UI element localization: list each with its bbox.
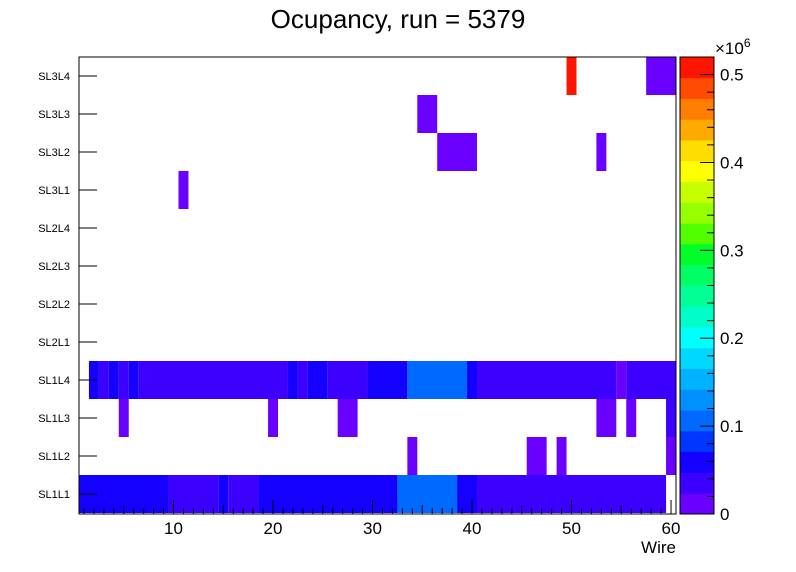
heatmap-cell-sl1l4-w26-29: [327, 361, 368, 399]
heatmap-cell-sl1l4-w23-23: [297, 361, 308, 399]
heatmap-cell-sl1l4-w56-60: [626, 361, 676, 399]
heatmap-cell-sl1l2-w60-60: [666, 437, 676, 475]
color-scale-band-18: [680, 119, 714, 141]
heatmap-cells: [79, 57, 676, 513]
heatmap-cell-sl1l3-w27-28: [337, 399, 358, 437]
color-scale-band-11: [680, 264, 714, 286]
heatmap-cell-sl1l1-w16-18: [228, 475, 259, 513]
color-scale-band-16: [680, 160, 714, 183]
color-scale-band-10: [680, 285, 714, 307]
color-scale: 0 0.1 0.2 0.3 0.4 0.5: [679, 56, 744, 524]
y-tick-label-sl1l1: SL1L1: [38, 489, 70, 501]
color-scale-band-2: [680, 451, 714, 473]
color-scale-band-13: [680, 223, 714, 245]
color-scale-band-6: [680, 368, 714, 390]
heatmap-cell-sl1l4-w41-54: [477, 361, 617, 399]
heatmap-cell-sl1l4-w7-21: [138, 361, 288, 399]
heatmap-cell-sl1l4-w55-55: [616, 361, 627, 399]
heatmap-cell-sl1l4-w6-6: [128, 361, 139, 399]
heatmap-cell-sl1l4-w3-3: [98, 361, 109, 399]
chart-title: Ocupancy, run = 5379: [271, 4, 526, 34]
z-tick-label-0-2: 0.2: [720, 329, 744, 348]
heatmap-cell-sl3l2-w53-53: [596, 133, 607, 171]
color-scale-band-5: [680, 389, 714, 411]
heatmap-cell-sl1l3-w5-5: [118, 399, 129, 437]
y-tick-label-sl3l1: SL3L1: [38, 185, 70, 197]
plot-frame: [78, 56, 677, 515]
heatmap-cell-sl1l4-w34-39: [407, 361, 468, 399]
y-tick-label-sl2l1: SL2L1: [38, 337, 70, 349]
heatmap-cell-sl1l4-w5-5: [118, 361, 129, 399]
color-scale-band-8: [680, 327, 714, 349]
x-tick-label-10: 10: [164, 519, 183, 538]
x-axis-title: Wire: [641, 538, 676, 557]
color-scale-band-19: [680, 98, 714, 120]
heatmap-cell-sl3l4-w50-50: [566, 57, 577, 95]
z-tick-label-0-3: 0.3: [720, 241, 744, 260]
z-tick-label-0-5: 0.5: [720, 66, 744, 85]
heatmap-cell-sl3l1-w11-11: [178, 171, 189, 209]
z-tick-label-0: 0: [720, 505, 729, 524]
heatmap-cell-sl1l2-w49-49: [556, 437, 567, 475]
color-scale-band-4: [680, 410, 714, 432]
heatmap-cell-sl1l3-w53-54: [596, 399, 617, 437]
heatmap-cell-sl1l4-w24-25: [307, 361, 328, 399]
y-tick-label-sl2l3: SL2L3: [38, 261, 70, 273]
color-scale-exponent: ×106: [715, 36, 751, 58]
color-scale-band-20: [680, 77, 714, 99]
heatmap-cell-sl1l1-w39-40: [457, 475, 477, 513]
color-scale-band-17: [680, 140, 714, 162]
heatmap-cell-sl1l1-w10-14: [168, 475, 219, 513]
color-scale-band-15: [680, 181, 714, 203]
y-tick-label-sl3l4: SL3L4: [38, 71, 70, 83]
color-scale-band-21: [680, 57, 714, 79]
heatmap-cell-sl1l1-w15-15: [218, 475, 229, 513]
heatmap-cell-sl1l3-w20-20: [268, 399, 278, 437]
x-tick-label-60: 60: [662, 519, 681, 538]
color-scale-exponent-base: ×10: [715, 39, 744, 58]
x-tick-label-50: 50: [562, 519, 581, 538]
heatmap-cell-sl3l3-w35-36: [417, 95, 438, 133]
x-tick-label-30: 30: [363, 519, 382, 538]
heatmap-cell-sl1l1-w19-32: [258, 475, 398, 513]
heatmap-cell-sl1l3-w56-56: [626, 399, 637, 437]
z-tick-label-0-4: 0.4: [720, 153, 744, 172]
heatmap-cell-sl1l4-w30-33: [367, 361, 408, 399]
heatmap-cell-sl3l4-w58-60: [646, 57, 676, 95]
y-tick-label-sl2l2: SL2L2: [38, 299, 70, 311]
x-axis: 10 20 30 40 50 60: [83, 500, 681, 538]
z-tick-label-0-1: 0.1: [720, 417, 744, 436]
heatmap-cell-sl1l4-w4-4: [108, 361, 119, 399]
color-scale-band-0: [680, 493, 714, 515]
heatmap-cell-sl1l4-w22-22: [287, 361, 298, 399]
y-tick-label-sl1l3: SL1L3: [38, 413, 70, 425]
y-tick-label-sl3l2: SL3L2: [38, 147, 70, 159]
color-scale-band-14: [680, 202, 714, 224]
color-scale-band-9: [680, 306, 714, 328]
y-tick-label-sl2l4: SL2L4: [38, 223, 70, 235]
heatmap-cell-sl1l3-w60-60: [666, 399, 676, 437]
color-scale-band-3: [680, 430, 714, 453]
heatmap-cell-sl1l2-w46-47: [526, 437, 547, 475]
heatmap-cell-sl1l1-w33-38: [397, 475, 458, 513]
heatmap-cell-sl1l4-w40-40: [467, 361, 477, 399]
color-scale-exponent-power: 6: [744, 36, 751, 50]
color-scale-band-7: [680, 347, 714, 369]
heatmap-cell-sl1l2-w34-34: [407, 437, 418, 475]
y-tick-label-sl3l3: SL3L3: [38, 109, 70, 121]
y-tick-label-sl1l4: SL1L4: [38, 375, 70, 387]
x-tick-label-20: 20: [264, 519, 283, 538]
y-axis: SL1L1 SL1L2 SL1L3 SL1L4 SL2L1 SL2L2 SL2L3 SL2L4…: [38, 71, 97, 501]
x-tick-label-40: 40: [463, 519, 482, 538]
color-scale-band-12: [680, 243, 714, 266]
heatmap-cell-sl3l2-w37-40: [437, 133, 477, 171]
color-scale-band-1: [680, 472, 714, 494]
y-tick-label-sl1l2: SL1L2: [38, 451, 70, 463]
